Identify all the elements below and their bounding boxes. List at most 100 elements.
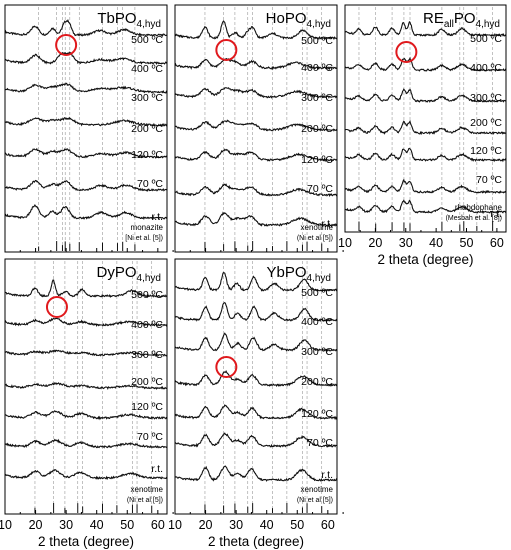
temperature-label: 120 ºC bbox=[131, 149, 163, 161]
reference-label: xenotime bbox=[131, 485, 164, 494]
temperature-label: 120 ºC bbox=[301, 154, 333, 166]
xrd-trace bbox=[4, 382, 168, 391]
xrd-trace bbox=[344, 20, 507, 37]
reference-label: xenotime bbox=[301, 223, 334, 232]
reference-citation: [Ni et al. [5]) bbox=[125, 235, 163, 242]
x-tick-label: 20 bbox=[368, 236, 382, 250]
highlight-circle bbox=[215, 356, 238, 378]
x-tick-label: 30 bbox=[59, 518, 73, 532]
panel-frame bbox=[4, 258, 168, 515]
temperature-label: 200 ºC bbox=[301, 376, 333, 388]
temperature-label: 70 ºC bbox=[307, 183, 333, 195]
panel-title: DyPO4,hyd bbox=[97, 264, 161, 284]
x-tick-label: 50 bbox=[460, 236, 474, 250]
x-axis-label: 2 theta (degree) bbox=[38, 534, 134, 549]
temperature-label: 400 ºC bbox=[301, 62, 333, 74]
temperature-label: r.t. bbox=[321, 218, 333, 230]
temperature-label: 300 ºC bbox=[470, 92, 502, 104]
temperature-label: 500 ºC bbox=[301, 35, 333, 47]
temperature-label: 500 ºC bbox=[470, 33, 502, 45]
panel-frame bbox=[344, 4, 507, 233]
panel-title: HoPO4,hyd bbox=[266, 10, 331, 30]
xrd-trace bbox=[174, 87, 338, 99]
panel-frame bbox=[4, 4, 168, 253]
x-tick-label: 60 bbox=[151, 518, 165, 532]
x-tick-label: 60 bbox=[490, 236, 504, 250]
panel-0: 500 ºC 400 ºC 300 ºC 200 ºC 120 ºC 70 ºC r.t.m… bbox=[4, 4, 174, 253]
temperature-label: 120 ºC bbox=[470, 145, 502, 157]
xrd-trace bbox=[344, 88, 507, 103]
reference-citation: (Mesbah et al. [8]) bbox=[446, 215, 502, 222]
x-tick-label: 30 bbox=[399, 236, 413, 250]
temperature-label: r.t. bbox=[151, 463, 163, 475]
temperature-label: 300 ºC bbox=[301, 92, 333, 104]
temperature-label: 200 ºC bbox=[301, 123, 333, 135]
highlight-circle bbox=[395, 41, 418, 63]
xrd-trace bbox=[174, 432, 337, 448]
xrd-trace bbox=[344, 199, 507, 215]
x-tick-label: 50 bbox=[290, 518, 304, 532]
xrd-trace bbox=[174, 404, 338, 421]
temperature-label: r.t. bbox=[321, 469, 333, 481]
xrd-trace bbox=[174, 119, 338, 132]
temperature-label: 70 ºC bbox=[137, 178, 163, 190]
x-tick-label: 20 bbox=[199, 518, 213, 532]
x-axis-label: 2 theta (degree) bbox=[377, 252, 473, 267]
xrd-trace bbox=[4, 51, 168, 65]
xrd-trace bbox=[174, 148, 338, 163]
temperature-label: 200 ºC bbox=[131, 376, 163, 388]
temperature-label: 300 ºC bbox=[301, 346, 333, 358]
xrd-trace bbox=[344, 119, 507, 136]
temperature-label: 70 ºC bbox=[137, 431, 163, 443]
temperature-label: r.t. bbox=[490, 208, 502, 220]
reference-citation: (Ni et al [5]) bbox=[297, 235, 333, 242]
panel-3: 500 ºC 400 ºC 300 ºC 200 ºC 120 ºC 70 ºC r.t. x… bbox=[0, 258, 174, 549]
temperature-label: r.t. bbox=[151, 211, 163, 223]
xrd-trace bbox=[5, 116, 168, 127]
x-tick-label: 10 bbox=[168, 518, 182, 532]
xrd-trace bbox=[344, 147, 507, 163]
highlight-circle bbox=[215, 39, 238, 61]
panel-title: TbPO4,hyd bbox=[97, 10, 161, 30]
xrd-trace bbox=[4, 410, 168, 421]
xrd-trace bbox=[4, 19, 168, 38]
reference-label: rhabdophane bbox=[455, 203, 503, 212]
temperature-label: 400 ºC bbox=[301, 316, 333, 328]
panel-title: REallPO4,hyd bbox=[423, 10, 500, 30]
reference-label: xenotime bbox=[301, 485, 334, 494]
x-tick-label: 10 bbox=[338, 236, 352, 250]
reference-citation: (Ni et al [5]) bbox=[297, 497, 333, 504]
xrd-trace bbox=[174, 271, 338, 292]
xrd-trace bbox=[4, 82, 168, 94]
x-tick-label: 60 bbox=[321, 518, 335, 532]
panel-2: 500 ºC 400 ºC 300 ºC 200 ºC 120 ºC 70 ºC r.t.r… bbox=[338, 4, 507, 267]
panel-1: 500 ºC 400 ºC 300 ºC 200 ºC 120 ºC 70 ºC r.t.x… bbox=[174, 4, 344, 253]
temperature-label: 400 ºC bbox=[131, 319, 163, 331]
panel-frame bbox=[174, 4, 338, 253]
temperature-label: 300 ºC bbox=[131, 349, 163, 361]
x-tick-label: 40 bbox=[260, 518, 274, 532]
x-tick-label: 20 bbox=[29, 518, 43, 532]
xrd-trace bbox=[174, 20, 338, 41]
temperature-label: 500 ºC bbox=[301, 287, 333, 299]
x-tick-label: 30 bbox=[229, 518, 243, 532]
xrd-trace bbox=[174, 332, 338, 352]
xrd-trace bbox=[174, 369, 338, 388]
temperature-label: 500 ºC bbox=[131, 34, 163, 46]
temperature-label: 200 ºC bbox=[470, 117, 502, 129]
x-tick-label: 50 bbox=[120, 518, 134, 532]
xrd-trace bbox=[4, 279, 168, 299]
xrd-trace bbox=[4, 349, 168, 357]
xrd-trace bbox=[4, 317, 168, 327]
xrd-trace bbox=[344, 178, 507, 194]
temperature-label: 120 ºC bbox=[301, 408, 333, 420]
highlight-circle bbox=[45, 296, 68, 318]
panel-title: YbPO4,hyd bbox=[267, 264, 332, 284]
panel-4: 500 ºC 400 ºC 300 ºC 200 ºC 120 ºC 70 ºC r.t. x… bbox=[168, 258, 344, 549]
reference-citation: (Ni et al [5]) bbox=[127, 497, 163, 504]
temperature-label: 400 ºC bbox=[470, 62, 502, 74]
temperature-label: 400 ºC bbox=[131, 63, 163, 75]
xrd-trace bbox=[4, 203, 168, 220]
x-axis-label: 2 theta (degree) bbox=[208, 534, 304, 549]
